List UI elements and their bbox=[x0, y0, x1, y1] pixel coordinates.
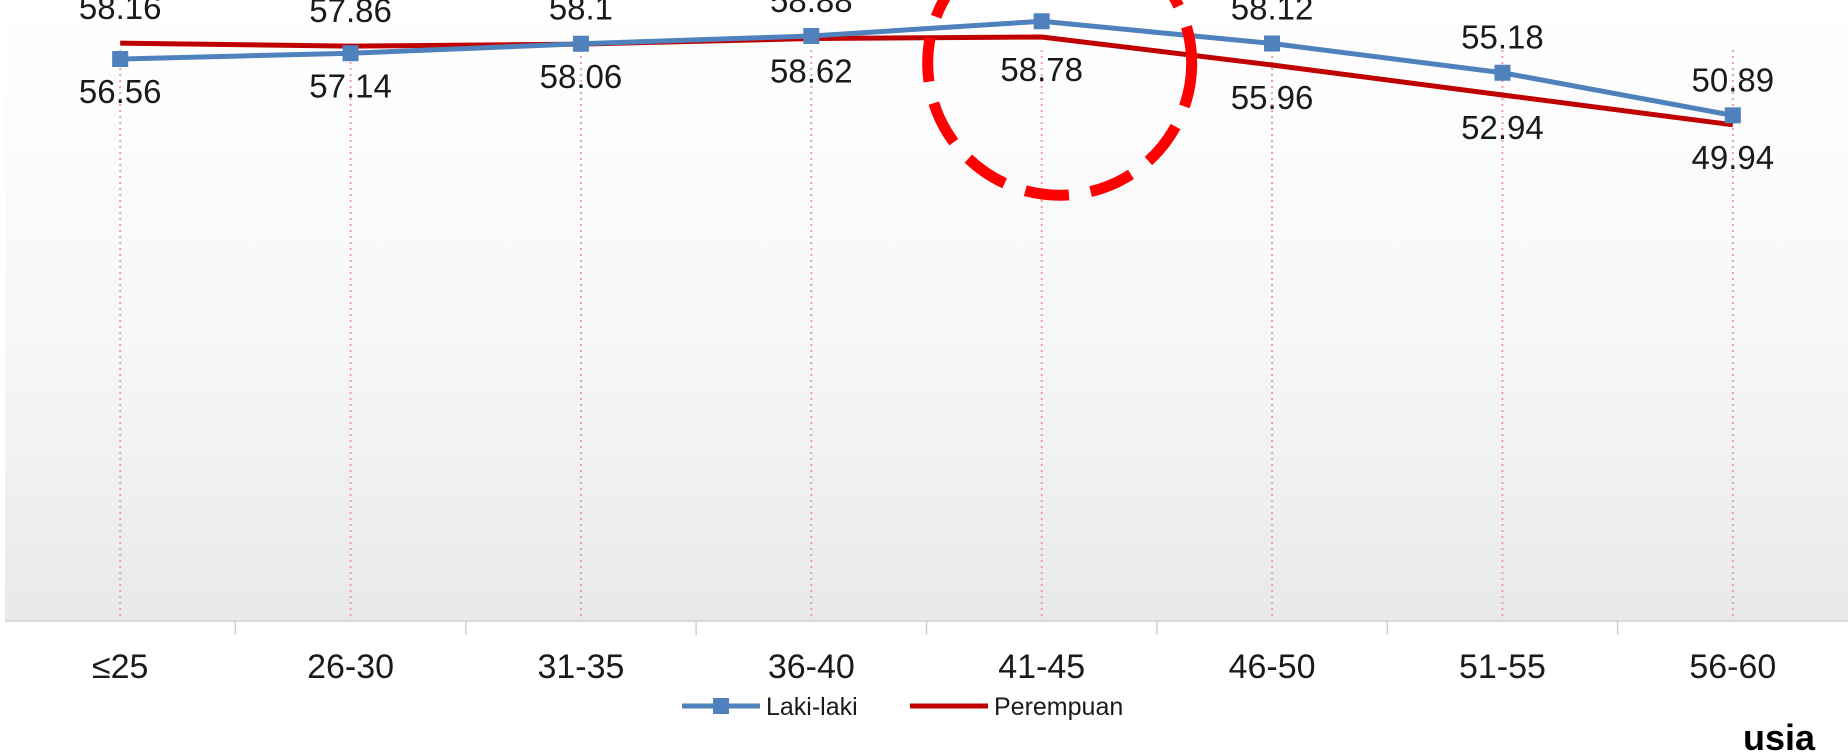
grid-lines bbox=[119, 50, 1734, 621]
x-tick-label: 36-40 bbox=[768, 648, 855, 686]
x-axis-tick-labels: ≤25 26-30 31-35 36-40 41-45 46-50 51-55 56-60 bbox=[92, 648, 1776, 686]
data-label: 57.86 bbox=[309, 0, 392, 29]
x-tick-label: 31-35 bbox=[537, 648, 624, 686]
data-point bbox=[1494, 64, 1511, 81]
x-axis-ticks bbox=[234, 621, 1619, 635]
legend-label: Perempuan bbox=[994, 693, 1123, 721]
data-label: 58.06 bbox=[540, 58, 623, 95]
data-label: 57.14 bbox=[309, 67, 392, 104]
legend-item: Laki-laki bbox=[682, 693, 858, 721]
legend: Laki-laki Perempuan bbox=[682, 693, 1123, 721]
data-label: 58.78 bbox=[1000, 51, 1083, 88]
legend-marker bbox=[713, 698, 729, 714]
data-label: 56.56 bbox=[79, 73, 162, 110]
data-label: 49.94 bbox=[1692, 139, 1775, 176]
data-label: 58.88 bbox=[770, 0, 853, 19]
data-point bbox=[1033, 13, 1050, 30]
highlight-dashed-circle bbox=[922, 0, 1198, 201]
data-label: 55.96 bbox=[1231, 79, 1314, 116]
data-point bbox=[112, 51, 129, 68]
legend-item: Perempuan bbox=[910, 693, 1123, 721]
data-label: 55.18 bbox=[1461, 19, 1544, 56]
data-point bbox=[803, 27, 820, 44]
x-tick-label: 51-55 bbox=[1459, 648, 1546, 686]
x-axis-title: usia bbox=[1743, 717, 1816, 754]
data-label: 58.1 bbox=[549, 0, 613, 27]
x-tick-label: 26-30 bbox=[307, 648, 394, 686]
data-labels: 58.16 56.56 57.86 57.14 58.1 58.06 58.88 58.62 6… bbox=[79, 0, 1774, 176]
legend-label: Laki-laki bbox=[766, 693, 858, 721]
x-tick-label: ≤25 bbox=[92, 648, 148, 686]
data-point bbox=[572, 35, 589, 52]
x-tick-label: 41-45 bbox=[998, 648, 1085, 686]
data-point bbox=[1724, 107, 1741, 124]
x-tick-label: 56-60 bbox=[1689, 648, 1776, 686]
data-label: 58.12 bbox=[1231, 0, 1314, 27]
x-tick-label: 46-50 bbox=[1229, 648, 1316, 686]
data-label: 60.36 bbox=[1000, 0, 1083, 4]
data-point bbox=[342, 45, 359, 62]
plot-background bbox=[5, 0, 1848, 621]
data-point bbox=[1264, 35, 1281, 52]
data-label: 52.94 bbox=[1461, 109, 1544, 146]
series-line-laki-laki bbox=[120, 18, 1734, 118]
data-label: 58.16 bbox=[79, 0, 162, 26]
data-label: 50.89 bbox=[1692, 61, 1775, 98]
data-label: 58.62 bbox=[770, 53, 853, 90]
